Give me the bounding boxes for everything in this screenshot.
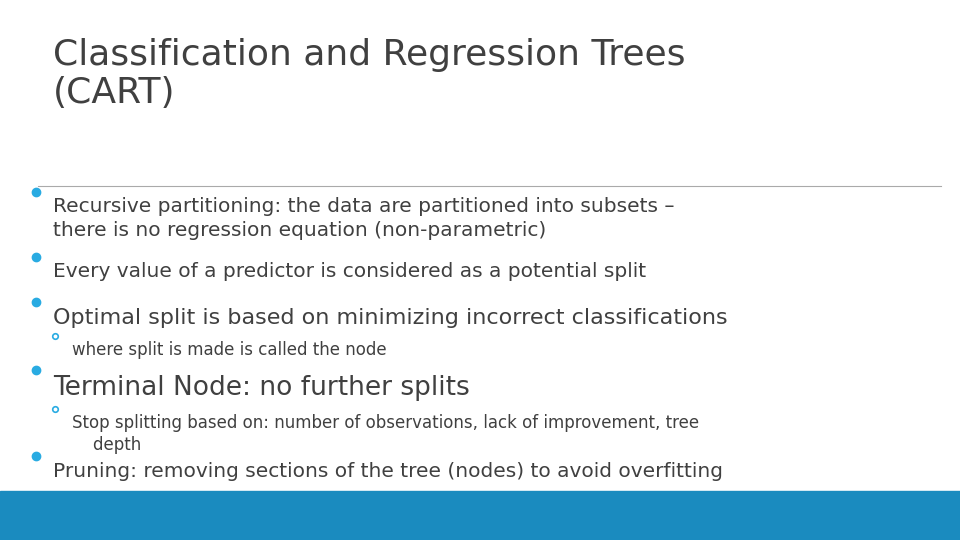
Text: Terminal Node: no further splits: Terminal Node: no further splits: [53, 375, 469, 401]
Text: Every value of a predictor is considered as a potential split: Every value of a predictor is considered…: [53, 262, 646, 281]
Text: Stop splitting based on: number of observations, lack of improvement, tree
    d: Stop splitting based on: number of obser…: [72, 414, 699, 454]
Text: Recursive partitioning: the data are partitioned into subsets –
there is no regr: Recursive partitioning: the data are par…: [53, 197, 674, 240]
Text: Optimal split is based on minimizing incorrect classifications: Optimal split is based on minimizing inc…: [53, 308, 728, 328]
Text: Classification and Regression Trees
(CART): Classification and Regression Trees (CAR…: [53, 38, 685, 110]
Text: Pruning: removing sections of the tree (nodes) to avoid overfitting: Pruning: removing sections of the tree (…: [53, 462, 723, 481]
Text: where split is made is called the node: where split is made is called the node: [72, 341, 387, 359]
Bar: [0, 491, 960, 540]
